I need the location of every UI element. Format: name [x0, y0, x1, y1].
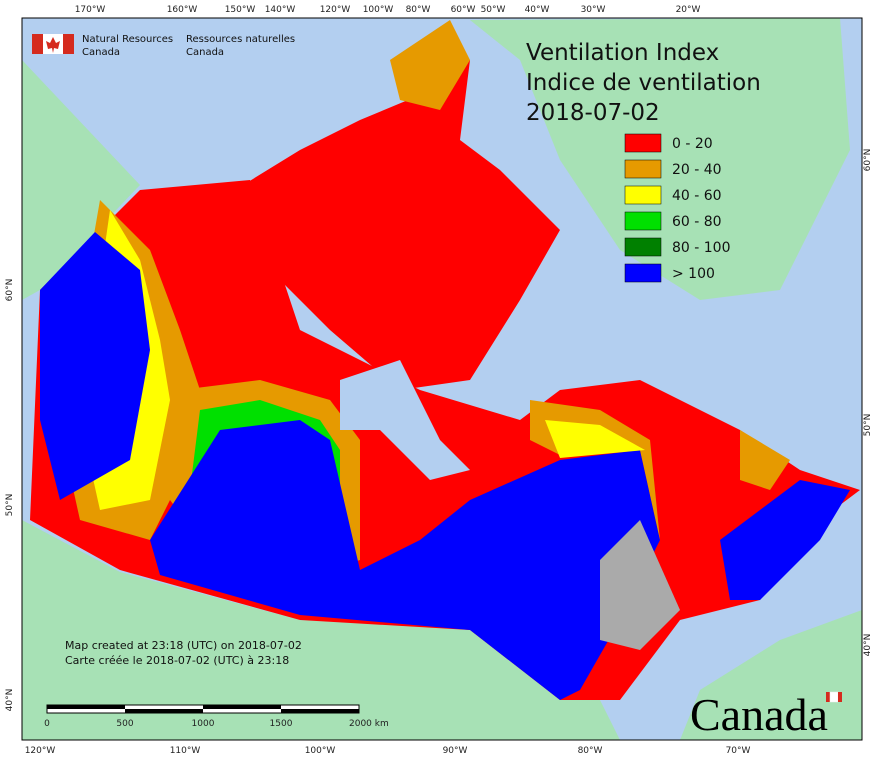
org-en: Natural Resources	[82, 34, 173, 45]
blue-maritimes	[720, 480, 850, 600]
lon-label: 60°W	[451, 5, 476, 15]
lat-label: 40°N	[863, 634, 873, 657]
lon-label: 160°W	[167, 5, 198, 15]
scale-bar: 0 500 1000 1500 2000 km	[44, 704, 389, 729]
greenland	[470, 18, 850, 300]
scale-label: 500	[116, 719, 133, 729]
org-fr: Ressources naturelles	[186, 34, 295, 45]
scale-label: 2000 km	[349, 719, 389, 729]
lat-label: 40°N	[5, 689, 15, 712]
legend-swatch	[624, 133, 662, 153]
scale-segment	[281, 709, 359, 713]
flag-bar	[32, 34, 43, 54]
legend-swatch	[624, 185, 662, 205]
scale-label: 1000	[192, 719, 215, 729]
lat-label: 60°N	[863, 149, 873, 172]
lat-label: 50°N	[5, 494, 15, 517]
usa	[22, 520, 620, 740]
lon-label: 80°W	[406, 5, 431, 15]
alaska	[22, 60, 140, 300]
legend-swatch	[624, 237, 662, 257]
flag-bar	[838, 692, 842, 702]
scale-segment	[47, 705, 125, 709]
blue-west	[40, 232, 150, 500]
legend-swatch	[624, 211, 662, 231]
org-fr: Canada	[186, 47, 224, 58]
lon-label: 40°W	[525, 5, 550, 15]
legend-label: 80 - 100	[672, 240, 731, 256]
title-date: 2018-07-02	[526, 100, 660, 126]
lat-label: 60°N	[5, 279, 15, 302]
lon-label: 50°W	[481, 5, 506, 15]
lon-label: 70°W	[726, 746, 751, 756]
no-data-area	[600, 520, 680, 650]
scale-label: 0	[44, 719, 50, 729]
legend-label: 40 - 60	[672, 188, 722, 204]
lon-label: 120°W	[320, 5, 351, 15]
flag-bar	[826, 692, 830, 702]
usa-east	[680, 610, 862, 740]
legend-label: 20 - 40	[672, 162, 722, 178]
legend: 0 - 20 20 - 40 40 - 60 60 - 80 80 - 100 > 100	[624, 133, 731, 283]
note: Map created at 23:18 (UTC) on 2018-07-02	[65, 639, 302, 652]
legend-swatch	[624, 263, 662, 283]
maple-leaf	[46, 37, 60, 53]
lon-label: 30°W	[581, 5, 606, 15]
map-area	[21, 17, 863, 741]
title: Ventilation Index	[526, 40, 719, 66]
lon-label: 170°W	[75, 5, 106, 15]
lon-label: 100°W	[363, 5, 394, 15]
title: Indice de ventilation	[526, 70, 761, 96]
legend-label: > 100	[672, 266, 715, 282]
scale-segment	[125, 709, 203, 713]
lon-label: 110°W	[170, 746, 201, 756]
band-yellow-quebec	[545, 420, 645, 458]
lon-label: 120°W	[25, 746, 56, 756]
legend-swatch	[624, 159, 662, 179]
blue-south	[150, 420, 660, 700]
lon-label: 20°W	[676, 5, 701, 15]
lon-label: 100°W	[305, 746, 336, 756]
arctic-islands	[235, 60, 560, 390]
lat-label: 50°N	[863, 414, 873, 437]
labrador-orange	[740, 430, 790, 490]
legend-label: 60 - 80	[672, 214, 722, 230]
wordmark-block: Canada	[690, 689, 842, 740]
wordmark: Canada	[690, 689, 828, 740]
hudson-bay	[340, 360, 470, 480]
graticule-labels: 170°W 160°W 150°W 140°W 120°W 100°W 80°W 60°W 50…	[5, 5, 873, 756]
map-frame	[21, 17, 863, 741]
flag-bar	[63, 34, 74, 54]
ellesmere-north	[390, 20, 470, 110]
lon-label: 140°W	[265, 5, 296, 15]
lon-label: 80°W	[578, 746, 603, 756]
scale-label: 1500	[270, 719, 293, 729]
note: Carte créée le 2018-07-02 (UTC) à 23:18	[65, 654, 289, 667]
lon-label: 90°W	[443, 746, 468, 756]
lon-label: 150°W	[225, 5, 256, 15]
legend-label: 0 - 20	[672, 136, 713, 152]
scale-segment	[203, 705, 281, 709]
flag-center	[829, 691, 839, 703]
org-en: Canada	[82, 47, 120, 58]
org-block: Natural Resources Canada Ressources natu…	[32, 34, 295, 58]
